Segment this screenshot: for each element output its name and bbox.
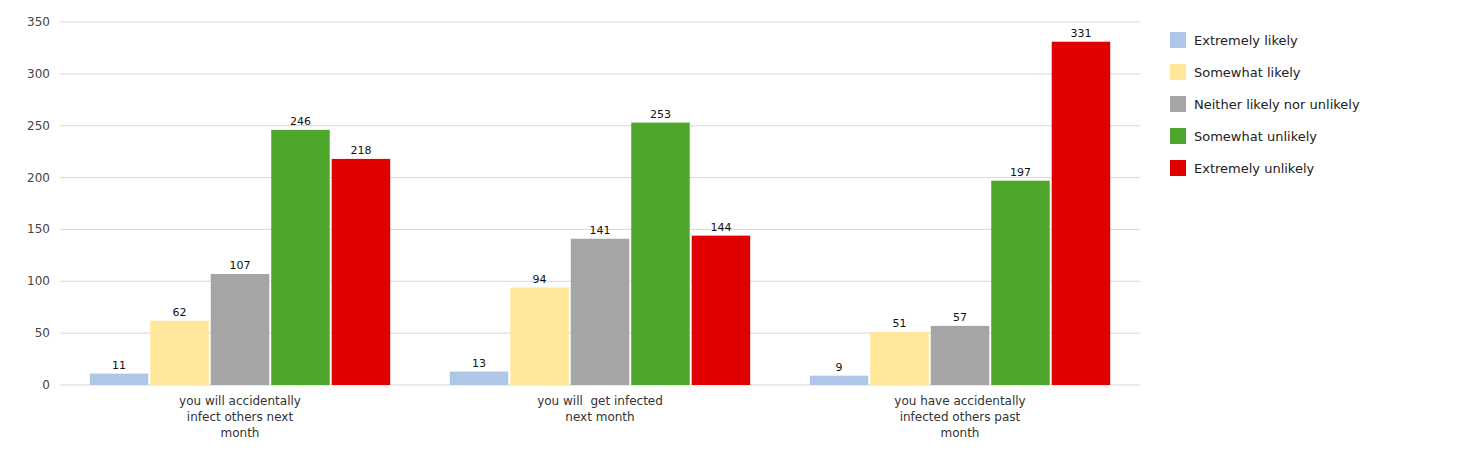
grid-line [60, 73, 1140, 74]
bar [150, 321, 208, 385]
legend-swatch [1170, 64, 1186, 80]
data-label: 144 [710, 221, 731, 234]
data-label: 331 [1070, 27, 1091, 40]
data-label: 94 [533, 273, 547, 286]
data-label: 62 [173, 306, 187, 319]
data-label: 197 [1010, 166, 1031, 179]
x-tick-label: you will accidentallyinfect others nextm… [179, 394, 301, 440]
data-label: 218 [350, 144, 371, 157]
data-label: 13 [472, 357, 486, 370]
legend-swatch [1170, 32, 1186, 48]
y-tick-label: 150 [27, 222, 50, 236]
data-label: 253 [650, 108, 671, 121]
bar [931, 326, 989, 385]
x-tick-label: you have accidentallyinfected others pas… [894, 394, 1025, 440]
data-label: 51 [893, 317, 907, 330]
chart-container: 0 50 100 150 200 250 300 350 11 13 9 62 94 51 107 141 57… [0, 0, 1466, 459]
chart-svg: 0 50 100 150 200 250 300 350 11 13 9 62 94 51 107 141 57… [0, 0, 1466, 459]
bar [271, 130, 329, 385]
y-grid [60, 22, 1140, 385]
data-label: 141 [590, 224, 611, 237]
x-tick-label: you will get infectednext month [537, 394, 663, 424]
y-tick-label: 100 [27, 274, 50, 288]
bar [870, 332, 928, 385]
grid-line [60, 125, 1140, 126]
bar [991, 181, 1049, 385]
y-tick-label: 200 [27, 171, 50, 185]
bar [631, 123, 689, 385]
bar [810, 376, 868, 385]
y-axis: 0 50 100 150 200 250 300 350 [27, 15, 50, 392]
legend-swatch [1170, 160, 1186, 176]
y-tick-label: 0 [42, 378, 50, 392]
data-label: 57 [953, 311, 967, 324]
legend-label: Somewhat likely [1194, 65, 1301, 80]
x-axis: you will accidentallyinfect others nextm… [179, 394, 1026, 440]
bar [332, 159, 390, 385]
legend-swatch [1170, 96, 1186, 112]
y-tick-label: 300 [27, 67, 50, 81]
y-tick-label: 50 [35, 326, 50, 340]
legend-label: Extremely unlikely [1194, 161, 1315, 176]
legend-label: Neither likely nor unlikely [1194, 97, 1360, 112]
bar [211, 274, 269, 385]
bar [571, 239, 629, 385]
data-labels: 11 13 9 62 94 51 107 141 57 246 253 197 218 144 331 [112, 27, 1091, 374]
bar [692, 236, 750, 385]
bar [90, 374, 148, 385]
legend: Extremely likely Somewhat likely Neither l… [1170, 32, 1360, 176]
grid-line [60, 22, 1140, 23]
grid-line [60, 177, 1140, 178]
data-label: 246 [290, 115, 311, 128]
legend-label: Extremely likely [1194, 33, 1298, 48]
data-label: 11 [112, 359, 126, 372]
bar [450, 372, 508, 385]
y-tick-label: 250 [27, 119, 50, 133]
data-label: 9 [836, 361, 843, 374]
y-tick-label: 350 [27, 15, 50, 29]
bar [510, 288, 568, 385]
data-label: 107 [230, 259, 251, 272]
legend-swatch [1170, 128, 1186, 144]
bars [90, 42, 1110, 385]
legend-label: Somewhat unlikely [1194, 129, 1317, 144]
bar [1052, 42, 1110, 385]
